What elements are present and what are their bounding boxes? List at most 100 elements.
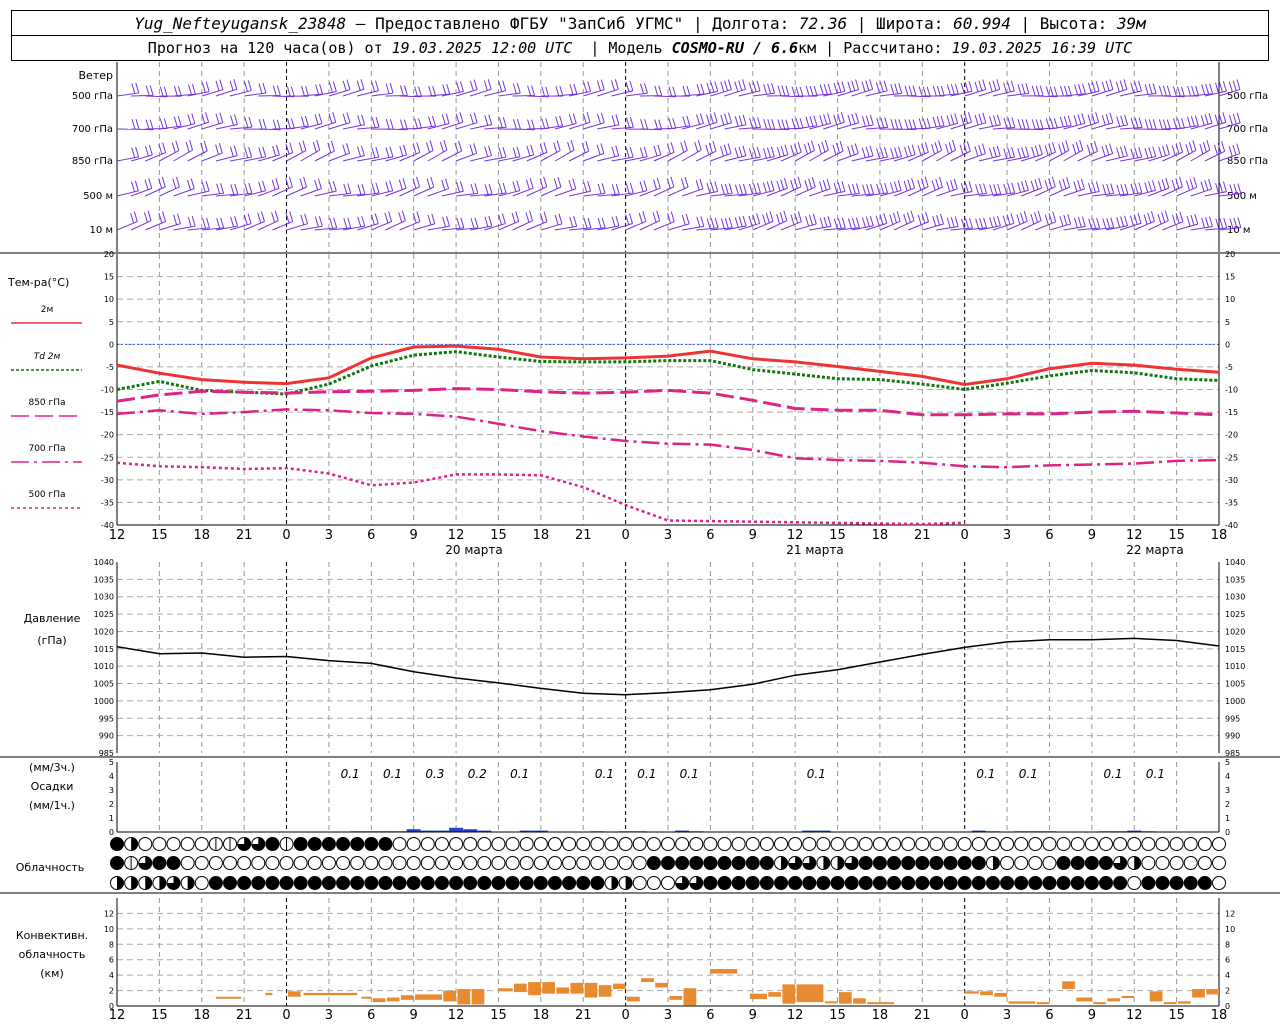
wind-barb-feather	[917, 214, 922, 225]
wind-barb-feather	[567, 141, 572, 153]
wind-barb-feather	[700, 216, 705, 227]
wind-barb	[371, 92, 394, 97]
cloud-circle	[533, 876, 548, 890]
pres-ytick: 1040	[94, 558, 114, 567]
wind-barb-feather	[1192, 140, 1197, 151]
wind-barb-feather	[274, 210, 279, 221]
cloud-cover-symbol	[477, 876, 492, 890]
wind-barb-feather	[875, 82, 880, 93]
wind-level-label-right: 500 гПа	[1227, 91, 1268, 102]
wind-barb-feather	[271, 212, 276, 223]
temp-legend-label: 2м	[41, 305, 54, 315]
wind-barb-feather	[946, 181, 951, 192]
wind-barb-feather	[770, 146, 775, 157]
wind-barb	[314, 227, 337, 231]
wind-barb	[724, 155, 747, 162]
cloud-circle	[547, 856, 562, 870]
wind-barb	[215, 155, 238, 162]
wind-barb-feather	[531, 85, 536, 96]
wind-barb-feather	[931, 144, 936, 155]
cloud-cover-symbol	[279, 876, 294, 890]
wind-barb-feather	[978, 80, 983, 91]
cloud-cover-symbol	[788, 876, 803, 890]
wind-barb-feather	[982, 112, 987, 123]
cloud-circle	[1070, 856, 1085, 870]
cloud-cover-symbol	[929, 856, 944, 870]
conv-cloud-bar	[838, 992, 852, 1004]
wind-barb-feather	[460, 217, 465, 229]
wind-barb-feather	[658, 85, 663, 96]
wind-barb	[823, 227, 846, 231]
cloud-circle	[505, 876, 520, 890]
cloud-cover-symbol	[350, 876, 365, 890]
time-tick-label: 0	[621, 528, 629, 543]
cloud-cover-symbol	[491, 876, 506, 890]
wind-barb-feather	[375, 117, 380, 128]
wind-barb-feather	[1208, 113, 1213, 124]
cloud-circle	[971, 837, 986, 851]
cloud-circle	[985, 876, 1000, 890]
wind-barb-feather	[847, 218, 852, 229]
cloud-circle	[1056, 856, 1071, 870]
wind-barb	[229, 192, 252, 197]
cloud-cover-symbol	[124, 856, 139, 870]
wind-barb	[1218, 227, 1241, 231]
cloud-circle	[887, 876, 902, 890]
wind-barb-feather	[974, 81, 979, 93]
wind-barb-feather	[1204, 180, 1209, 191]
wind-barb-feather	[837, 182, 842, 193]
pres-ytick-right: 1020	[1225, 627, 1245, 636]
pres-ytick-right: 985	[1225, 749, 1240, 758]
wind-barb	[456, 192, 478, 197]
wind-barb-feather	[216, 218, 221, 229]
wind-barb-feather	[779, 212, 784, 223]
wind-barb	[1134, 189, 1156, 197]
wind-barb-feather	[699, 113, 704, 124]
precip-ytick: 0	[109, 828, 114, 837]
cloud-cover-symbol	[590, 876, 605, 890]
cloud-cover-symbol	[844, 837, 859, 851]
wind-barb-feather	[243, 214, 248, 225]
wind-barb-feather	[824, 139, 829, 151]
wind-barb-feather	[570, 139, 575, 151]
cloud-circle	[1127, 876, 1142, 890]
wind-barb-feather	[954, 216, 959, 227]
wind-barb-feather	[1038, 144, 1043, 155]
cloud-cover-symbol	[759, 856, 774, 870]
wind-barb	[1007, 92, 1029, 97]
time-tick-label-bottom: 12	[787, 1008, 804, 1023]
cloud-cover-symbol	[477, 856, 492, 870]
wind-barb-feather	[498, 117, 503, 128]
cloud-cover-symbol	[364, 856, 379, 870]
wind-barb-feather	[780, 145, 785, 157]
wind-barb-feather	[1116, 217, 1121, 228]
wind-barb-feather	[317, 178, 322, 189]
wind-barb-feather	[1214, 114, 1219, 125]
cloud-circle	[661, 856, 675, 870]
wind-barb-feather	[202, 218, 207, 229]
wind-barb-feather	[1116, 184, 1121, 195]
wind-barb-feather	[720, 81, 725, 93]
wind-barb-feather	[389, 82, 394, 94]
wind-barb	[1176, 223, 1198, 231]
wind-barb-feather	[1090, 142, 1095, 154]
cloud-cover-symbol	[110, 856, 124, 870]
wind-barb-feather	[1017, 148, 1022, 159]
wind-barb-feather	[557, 176, 562, 188]
wind-barb	[597, 155, 619, 162]
wind-barb-feather	[975, 218, 980, 229]
wind-barb-feather	[1205, 217, 1210, 228]
wind-barb-feather	[389, 119, 394, 130]
wind-barb-feather	[611, 216, 616, 227]
wind-barb-feather	[724, 80, 729, 91]
wind-barb-feather	[1091, 182, 1096, 193]
temp-ytick-right: 10	[1225, 295, 1235, 304]
wind-barb-feather	[206, 217, 211, 228]
cloud-cover-symbol	[632, 837, 647, 851]
wind-barb	[569, 227, 592, 231]
cloud-cover-symbol	[985, 837, 1000, 851]
wind-barb-feather	[883, 146, 888, 158]
cloud-three-quarter-fill	[1113, 856, 1127, 870]
pres-ytick-right: 990	[1225, 732, 1240, 741]
pres-ytick-right: 1010	[1225, 662, 1245, 671]
